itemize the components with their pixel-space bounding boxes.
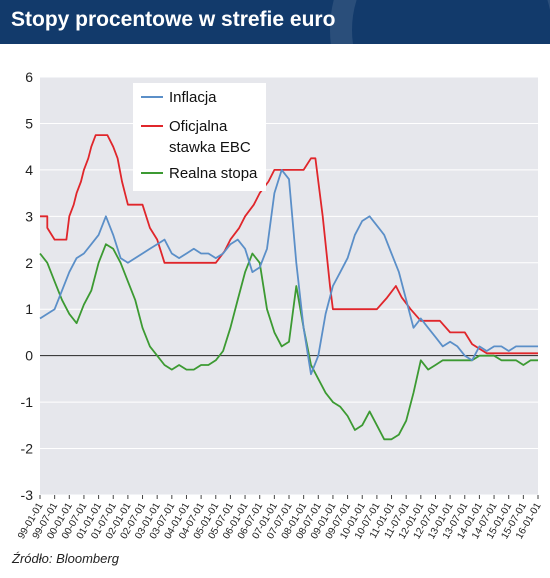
series-lines: [39, 134, 538, 441]
series-line-realna: [39, 243, 538, 441]
legend-label-stawka: stawka EBC: [169, 139, 251, 156]
line-chart: 6 5 4 3 2 1 0 -1 -2 -3 99-01-0199-07-0100-01-0100…: [16, 69, 544, 541]
chart-title: Stopy procentowe w strefie euro: [11, 8, 336, 31]
legend: Inflacja Oficjalna stawka EBC Realna stopa: [133, 83, 266, 191]
y-tick-label: 2: [25, 255, 33, 271]
title-bar: Stopy procentowe w strefie euro: [0, 0, 550, 44]
x-axis: 99-01-0199-07-0100-01-0100-07-0101-01-01…: [16, 495, 544, 541]
y-tick-label: -3: [21, 487, 34, 503]
series-line-stawka: [40, 134, 538, 355]
y-tick-label: 6: [25, 69, 33, 85]
legend-label-inflacja: Inflacja: [169, 89, 217, 106]
legend-label-realna: Realna stopa: [169, 165, 258, 182]
series-line-inflacja: [39, 169, 538, 376]
grid-lines: [40, 76, 538, 496]
y-tick-label: 5: [25, 115, 33, 131]
source-note: Źródło: Bloomberg: [12, 551, 119, 566]
y-tick-label: 4: [25, 162, 33, 178]
y-tick-label: 0: [25, 348, 33, 364]
y-axis: 6 5 4 3 2 1 0 -1 -2 -3: [21, 69, 34, 503]
y-tick-label: -2: [21, 441, 34, 457]
y-tick-label: 3: [25, 208, 33, 224]
header-decoration: [330, 0, 550, 44]
y-tick-label: -1: [21, 394, 34, 410]
y-tick-label: 1: [25, 301, 33, 317]
legend-label-stawka: Oficjalna: [169, 118, 228, 135]
plot-area: [40, 77, 538, 495]
